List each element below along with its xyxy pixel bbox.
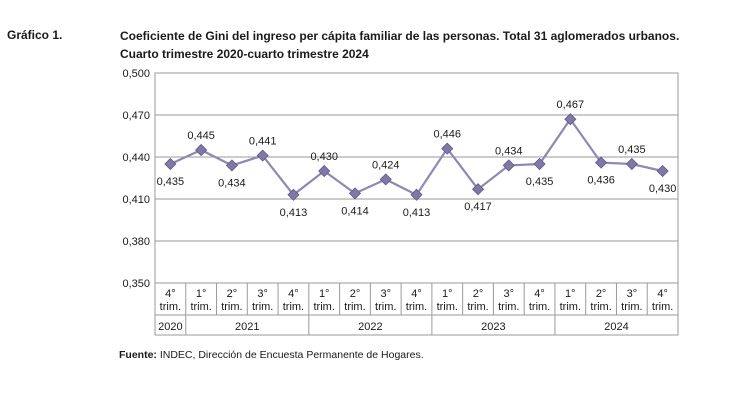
x-year-label: 2021	[235, 321, 259, 333]
x-tick-quarter: 4°	[411, 288, 422, 300]
data-label: 0,467	[557, 99, 585, 111]
data-point-marker	[256, 149, 269, 162]
chart-title-line1: Coeficiente de Gini del ingreso per cápi…	[120, 29, 680, 43]
x-tick-quarter: 1°	[565, 288, 576, 300]
x-tick-unit: trim.	[283, 301, 304, 313]
x-tick-quarter: 4°	[534, 288, 545, 300]
x-tick-unit: trim.	[498, 301, 519, 313]
x-tick-quarter: 1°	[196, 288, 207, 300]
x-tick-unit: trim.	[190, 301, 211, 313]
x-tick-unit: trim.	[652, 301, 673, 313]
x-tick-unit: trim.	[221, 301, 242, 313]
x-tick-unit: trim.	[314, 301, 335, 313]
x-tick-quarter: 4°	[288, 288, 299, 300]
data-point-marker	[441, 142, 454, 155]
x-tick-quarter: 2°	[473, 288, 484, 300]
x-tick-unit: trim.	[344, 301, 365, 313]
x-tick-quarter: 1°	[442, 288, 453, 300]
data-point-marker	[502, 159, 515, 172]
data-label: 0,417	[464, 201, 492, 213]
data-point-marker	[287, 188, 300, 201]
data-point-marker	[348, 187, 362, 200]
y-tick-label: 0,380	[122, 236, 150, 248]
x-tick-quarter: 3°	[504, 288, 515, 300]
data-label: 0,434	[218, 177, 246, 189]
data-point-marker	[656, 164, 669, 178]
x-tick-quarter: 3°	[257, 288, 268, 300]
data-label: 0,445	[187, 130, 215, 142]
x-tick-quarter: 2°	[227, 288, 238, 300]
x-year-label: 2022	[358, 321, 382, 333]
source-prefix: Fuente:	[119, 349, 157, 361]
x-tick-quarter: 3°	[627, 288, 638, 300]
data-point-marker	[595, 156, 608, 169]
x-tick-quarter: 4°	[657, 288, 668, 300]
x-tick-unit: trim.	[252, 301, 273, 313]
x-tick-quarter: 4°	[165, 288, 176, 300]
data-point-marker	[164, 157, 177, 171]
y-tick-label: 0,440	[122, 152, 150, 164]
x-year-label: 2023	[481, 321, 505, 333]
chart-subtitle: Cuarto trimestre 2020-cuarto trimestre 2…	[120, 47, 369, 61]
x-tick-unit: trim.	[467, 301, 488, 313]
data-label: 0,441	[249, 136, 277, 148]
source-note: Fuente: INDEC, Dirección de Encuesta Per…	[119, 349, 424, 361]
data-label: 0,435	[526, 176, 554, 188]
x-tick-quarter: 2°	[596, 288, 607, 300]
x-tick-unit: trim.	[375, 301, 396, 313]
data-point-marker	[471, 183, 485, 196]
data-point-marker	[195, 143, 208, 157]
data-label: 0,430	[649, 183, 677, 195]
x-tick-unit: trim.	[406, 301, 427, 313]
data-point-marker	[564, 113, 577, 126]
data-label: 0,434	[495, 145, 523, 157]
data-point-marker	[379, 173, 392, 186]
x-tick-unit: trim.	[160, 301, 181, 313]
source-text: INDEC, Dirección de Encuesta Permanente …	[156, 349, 424, 361]
data-label: 0,435	[157, 176, 185, 188]
data-point-marker	[533, 157, 546, 171]
data-label: 0,435	[618, 144, 646, 156]
data-label: 0,446	[433, 129, 461, 141]
data-label: 0,430	[310, 151, 338, 163]
x-tick-unit: trim.	[529, 301, 550, 313]
data-point-marker	[225, 159, 238, 172]
plot-frame	[154, 72, 679, 336]
data-label: 0,413	[403, 207, 431, 219]
x-tick-unit: trim.	[621, 301, 642, 313]
x-tick-quarter: 1°	[319, 288, 330, 300]
data-label: 0,413	[280, 207, 308, 219]
y-tick-label: 0,350	[122, 278, 150, 290]
x-year-label: 2024	[604, 321, 628, 333]
data-label: 0,436	[587, 175, 615, 187]
data-label: 0,414	[341, 205, 369, 217]
x-tick-unit: trim.	[590, 301, 611, 313]
y-tick-label: 0,470	[122, 110, 150, 122]
x-tick-quarter: 3°	[380, 288, 391, 300]
figure-label: Gráfico 1.	[7, 28, 63, 42]
data-label: 0,424	[372, 159, 400, 171]
y-tick-label: 0,500	[122, 68, 150, 80]
data-point-marker	[318, 164, 331, 178]
data-point-marker	[625, 157, 638, 171]
x-tick-quarter: 2°	[350, 288, 361, 300]
data-point-marker	[410, 188, 423, 201]
y-tick-label: 0,410	[122, 194, 150, 206]
x-year-label: 2020	[158, 321, 182, 333]
x-tick-unit: trim.	[560, 301, 581, 313]
x-tick-unit: trim.	[437, 301, 458, 313]
chart-title: Coeficiente de Gini del ingreso per cápi…	[120, 27, 679, 63]
